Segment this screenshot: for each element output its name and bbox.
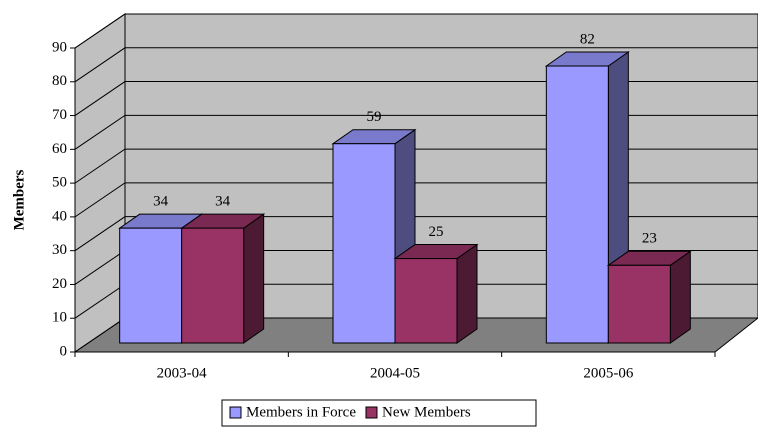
bar-front — [394, 258, 458, 344]
x-tick-label: 2005-06 — [583, 365, 633, 381]
x-tick-label: 2003-04 — [157, 365, 207, 381]
y-tick-label: 40 — [52, 208, 67, 224]
legend-box — [221, 399, 537, 427]
bar-front — [332, 143, 396, 344]
bar-front — [181, 227, 245, 344]
value-label: 34 — [215, 194, 231, 210]
y-tick-label: 30 — [52, 242, 67, 258]
x-tick-label: 2004-05 — [370, 365, 420, 381]
legend-label: New Members — [382, 404, 471, 420]
value-label: 25 — [429, 224, 444, 240]
legend-swatch — [365, 406, 378, 419]
bar-front — [119, 227, 183, 344]
bar — [180, 213, 266, 344]
bar — [606, 250, 692, 344]
y-tick-label: 10 — [52, 310, 67, 326]
y-tick-label: 20 — [52, 276, 67, 292]
legend-label: Members in Force — [246, 404, 356, 420]
y-tick-label: 60 — [52, 141, 67, 157]
grid-line — [74, 13, 758, 49]
value-label: 59 — [367, 109, 382, 125]
y-tick-label: 90 — [52, 39, 67, 55]
bar-side — [243, 213, 265, 344]
legend-swatch — [229, 406, 242, 419]
bar — [393, 243, 479, 344]
bar-side — [669, 250, 691, 344]
value-label: 34 — [153, 194, 169, 210]
y-tick-label: 70 — [52, 107, 67, 123]
y-tick-label: 80 — [52, 73, 67, 89]
grid-line — [74, 47, 758, 83]
y-tick-label: 0 — [60, 343, 68, 359]
y-tick-label: 50 — [52, 175, 67, 191]
bar-side — [456, 243, 478, 344]
value-label: 82 — [580, 31, 595, 47]
bar-front — [607, 264, 671, 344]
bar-front — [545, 65, 609, 344]
y-axis-label: Members — [11, 169, 27, 230]
value-label: 23 — [642, 231, 657, 247]
